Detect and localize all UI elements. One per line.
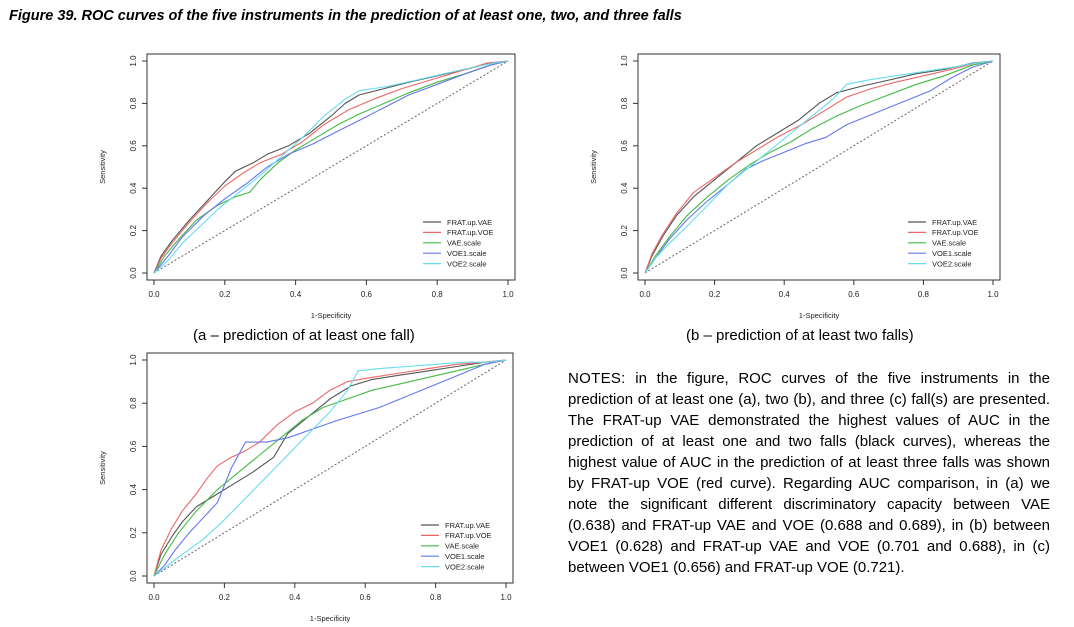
series-line-b-voe1-scale [644,60,994,274]
x-tick-label-b-4: 0.8 [918,290,930,299]
figure-title: Figure 39. ROC curves of the five instru… [9,8,682,24]
x-tick-label-c-1: 0.2 [219,593,231,602]
y-tick-label-b-3: 0.6 [620,140,629,152]
x-axis-label-c: 1-Specificity [310,614,351,623]
y-axis-label-b: Sensitivity [589,150,598,184]
x-tick-label-b-1: 0.2 [709,290,721,299]
legend-label-a-1: FRAT.up.VOE [447,228,494,237]
legend-label-b-4: VOE2.scale [932,259,972,268]
y-tick-label-c-1: 0.2 [129,527,138,539]
x-tick-label-c-5: 1.0 [500,593,512,602]
legend-label-b-1: FRAT.up.VOE [932,228,979,237]
series-line-c-frat-up-vae [153,359,507,577]
legend-label-c-0: FRAT.up.VAE [445,521,490,530]
y-tick-label-b-0: 0.0 [620,267,629,279]
y-axis-label-c: Sensitivity [98,451,107,485]
x-tick-label-b-3: 0.6 [848,290,860,299]
series-line-b-vae-scale [644,60,994,274]
series-line-b-voe2-scale [644,60,994,274]
y-tick-label-a-4: 0.8 [129,97,138,109]
x-tick-label-c-3: 0.6 [360,593,372,602]
y-tick-label-a-2: 0.4 [129,182,138,194]
y-tick-label-c-0: 0.0 [129,570,138,582]
x-tick-label-a-1: 0.2 [219,290,231,299]
y-axis-label-a: Sensitivity [98,150,107,184]
y-tick-label-b-5: 1.0 [620,55,629,67]
roc-chart-a: 0.0 0.2 0.4 0.6 0.8 1.0 0.0 0.2 0.4 0.6 0.8 1.0 1-Sp… [95,40,530,330]
x-tick-label-a-2: 0.4 [290,290,302,299]
y-tick-label-c-5: 1.0 [129,354,138,366]
roc-chart-c-svg: 0.0 0.2 0.4 0.6 0.8 1.0 0.0 0.2 0.4 0.6 0.8 1.0 1-Sp… [98,352,514,623]
y-tick-label-c-3: 0.6 [129,440,138,452]
series-line-b-frat-up-vae [644,60,994,274]
legend-label-b-3: VOE1.scale [932,249,972,258]
y-tick-label-b-4: 0.8 [620,97,629,109]
x-tick-label-b-0: 0.0 [639,290,651,299]
roc-chart-c: 0.0 0.2 0.4 0.6 0.8 1.0 0.0 0.2 0.4 0.6 0.8 1.0 1-Sp… [95,345,530,627]
legend-label-a-2: VAE.scale [447,239,481,248]
legend-label-a-4: VOE2.scale [447,259,487,268]
legend-label-c-1: FRAT.up.VOE [445,531,492,540]
x-tick-label-a-4: 0.8 [432,290,444,299]
series-line-b-frat-up-voe [644,60,994,274]
plot-frame-c [146,352,514,584]
y-tick-label-a-5: 1.0 [129,55,138,67]
x-tick-label-c-2: 0.4 [289,593,301,602]
notes-label: NOTES: [568,370,626,387]
y-tick-label-c-2: 0.4 [129,483,138,495]
series-line-c-voe1-scale [153,359,507,577]
legend-label-c-2: VAE.scale [445,542,479,551]
roc-chart-a-svg: 0.0 0.2 0.4 0.6 0.8 1.0 0.0 0.2 0.4 0.6 0.8 1.0 1-Sp… [98,53,516,320]
notes-text: in the figure, ROC curves of the five in… [568,370,1050,576]
plot-frame-b [637,53,1001,281]
legend-label-a-0: FRAT.up.VAE [447,218,492,227]
legend-label-c-4: VOE2.scale [445,562,485,571]
series-line-c-vae-scale [153,359,507,577]
caption-a: (a – prediction of at least one fall) [193,327,415,344]
roc-chart-b-svg: 0.0 0.2 0.4 0.6 0.8 1.0 0.0 0.2 0.4 0.6 0.8 1.0 1-Sp… [589,53,1001,320]
x-tick-label-c-0: 0.0 [148,593,160,602]
x-tick-label-a-3: 0.6 [361,290,373,299]
series-line-c-voe2-scale [153,359,507,577]
y-tick-label-b-1: 0.2 [620,224,629,236]
y-tick-label-a-1: 0.2 [129,224,138,236]
reference-diagonal-c [153,359,507,577]
legend-label-c-3: VOE1.scale [445,552,485,561]
y-tick-label-b-2: 0.4 [620,182,629,194]
legend-label-b-0: FRAT.up.VAE [932,218,977,227]
x-tick-label-b-5: 1.0 [987,290,999,299]
series-line-a-vae-scale [153,60,509,274]
y-tick-label-c-4: 0.8 [129,397,138,409]
x-axis-label-a: 1-Specificity [311,311,352,320]
x-tick-label-a-5: 1.0 [502,290,514,299]
caption-b: (b – prediction of at least two falls) [686,327,914,344]
series-line-c-frat-up-voe [153,359,507,577]
x-tick-label-a-0: 0.0 [148,290,160,299]
series-line-a-frat-up-voe [153,60,509,274]
roc-chart-b: 0.0 0.2 0.4 0.6 0.8 1.0 0.0 0.2 0.4 0.6 0.8 1.0 1-Sp… [589,40,1025,330]
legend-label-a-3: VOE1.scale [447,249,487,258]
x-tick-label-c-4: 0.8 [430,593,442,602]
notes-paragraph: NOTES: in the figure, ROC curves of the … [568,368,1050,578]
plot-frame-a [146,53,516,281]
reference-diagonal-a [153,60,509,274]
series-line-a-voe1-scale [153,60,509,274]
series-line-a-voe2-scale [153,60,509,274]
legend-label-b-2: VAE.scale [932,239,966,248]
x-tick-label-b-2: 0.4 [779,290,791,299]
x-axis-label-b: 1-Specificity [799,311,840,320]
y-tick-label-a-0: 0.0 [129,267,138,279]
y-tick-label-a-3: 0.6 [129,140,138,152]
